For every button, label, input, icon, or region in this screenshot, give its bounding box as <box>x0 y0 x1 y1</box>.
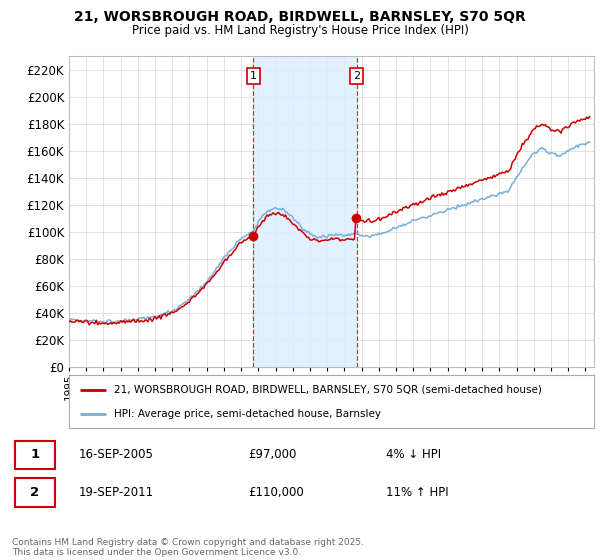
Text: 2: 2 <box>353 71 360 81</box>
Text: Contains HM Land Registry data © Crown copyright and database right 2025.
This d: Contains HM Land Registry data © Crown c… <box>12 538 364 557</box>
Text: 11% ↑ HPI: 11% ↑ HPI <box>386 486 449 500</box>
Text: 21, WORSBROUGH ROAD, BIRDWELL, BARNSLEY, S70 5QR: 21, WORSBROUGH ROAD, BIRDWELL, BARNSLEY,… <box>74 10 526 24</box>
Text: 1: 1 <box>31 449 40 461</box>
Bar <box>253 56 356 367</box>
Text: 1: 1 <box>250 71 257 81</box>
Text: £110,000: £110,000 <box>248 486 304 500</box>
Text: 21, WORSBROUGH ROAD, BIRDWELL, BARNSLEY, S70 5QR (semi-detached house): 21, WORSBROUGH ROAD, BIRDWELL, BARNSLEY,… <box>113 385 542 395</box>
FancyBboxPatch shape <box>15 441 55 469</box>
Text: Price paid vs. HM Land Registry's House Price Index (HPI): Price paid vs. HM Land Registry's House … <box>131 24 469 36</box>
Text: 4% ↓ HPI: 4% ↓ HPI <box>386 449 442 461</box>
Text: HPI: Average price, semi-detached house, Barnsley: HPI: Average price, semi-detached house,… <box>113 409 380 419</box>
Text: 19-SEP-2011: 19-SEP-2011 <box>78 486 154 500</box>
Text: 16-SEP-2005: 16-SEP-2005 <box>78 449 153 461</box>
FancyBboxPatch shape <box>15 478 55 507</box>
Text: £97,000: £97,000 <box>248 449 296 461</box>
Text: 2: 2 <box>31 486 40 500</box>
